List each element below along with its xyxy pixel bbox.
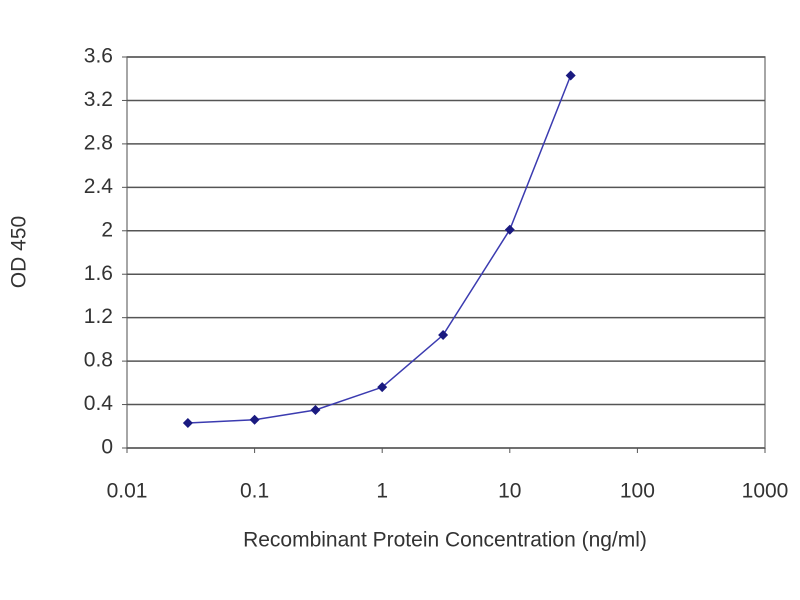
- y-tick-label: 3.2: [84, 88, 113, 111]
- data-point: [249, 414, 260, 425]
- y-tick-label: 1.2: [84, 305, 113, 328]
- x-tick-label: 0.01: [107, 480, 148, 503]
- y-tick-label: 2.8: [84, 131, 113, 154]
- data-point: [504, 224, 515, 235]
- x-tick-label: 100: [620, 480, 655, 503]
- data-point: [310, 404, 321, 415]
- y-tick-label: 0.8: [84, 349, 113, 372]
- y-tick-label: 1.6: [84, 262, 113, 285]
- x-tick-label: 1: [376, 480, 388, 503]
- data-point: [377, 382, 388, 393]
- data-point: [182, 418, 193, 429]
- y-axis-title: OD 450: [8, 216, 31, 288]
- y-tick-label: 0: [101, 436, 113, 459]
- x-tick-label: 10: [498, 480, 521, 503]
- y-tick-label: 2.4: [84, 175, 114, 198]
- y-tick-label: 0.4: [84, 392, 114, 415]
- y-tick-label: 2: [101, 218, 113, 241]
- y-tick-label: 3.6: [84, 45, 113, 68]
- plot-area: [126, 56, 766, 449]
- x-tick-label: 1000: [742, 480, 789, 503]
- data-point: [438, 330, 449, 341]
- x-tick-label: 0.1: [240, 480, 269, 503]
- x-axis-title: Recombinant Protein Concentration (ng/ml…: [243, 529, 647, 552]
- data-point: [565, 70, 576, 81]
